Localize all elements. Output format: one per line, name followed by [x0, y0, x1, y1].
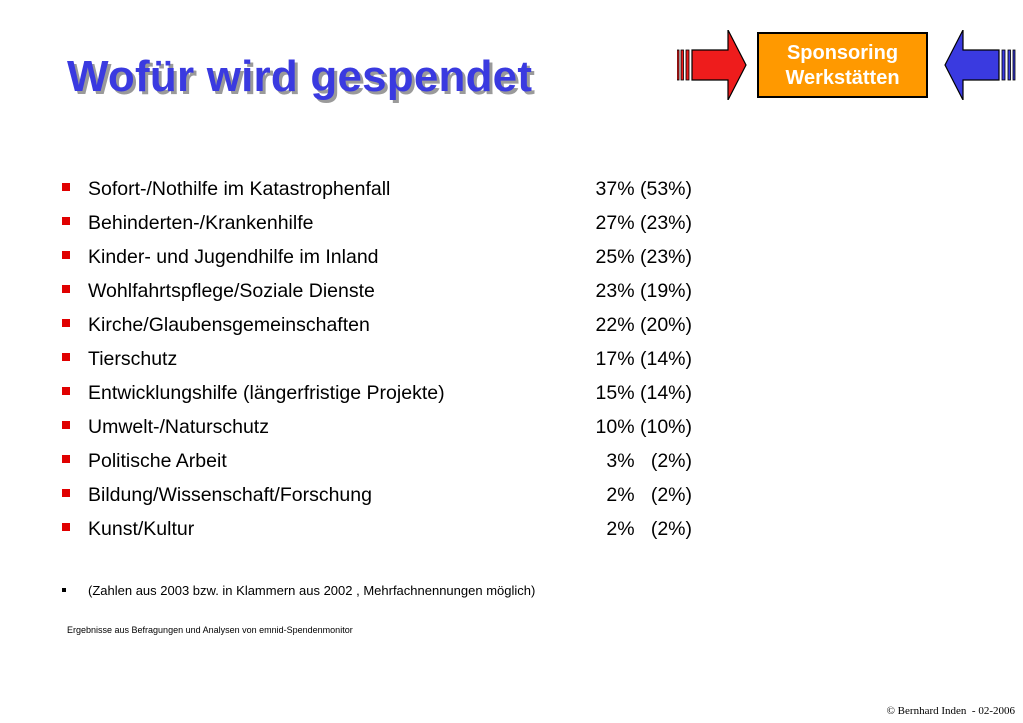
item-label: Entwicklungshilfe (längerfristige Projek… [88, 382, 445, 404]
red-square-bullet-icon [62, 523, 70, 531]
small-square-bullet-icon [62, 588, 66, 592]
list-item: Entwicklungshilfe (längerfristige Projek… [60, 380, 720, 414]
list-item: Wohlfahrtspflege/Soziale Dienste 23% (19… [60, 278, 720, 312]
item-value: 15% (14%) [595, 382, 692, 404]
blue-arrow-left-icon [944, 29, 1016, 101]
red-square-bullet-icon [62, 285, 70, 293]
item-value: 22% (20%) [595, 314, 692, 336]
list-item: Kunst/Kultur 2% (2%) [60, 516, 720, 550]
item-value: 3% (2%) [606, 450, 692, 472]
list-item: Tierschutz 17% (14%) [60, 346, 720, 380]
item-label: Behinderten-/Krankenhilfe [88, 212, 314, 234]
item-value: 17% (14%) [595, 348, 692, 370]
list-item: Sofort-/Nothilfe im Katastrophenfall 37%… [60, 176, 720, 210]
item-value: 23% (19%) [595, 280, 692, 302]
sponsoring-werkstaetten-link[interactable]: Sponsoring Werkstätten [757, 32, 928, 98]
list-item: Bildung/Wissenschaft/Forschung 2% (2%) [60, 482, 720, 516]
list-item: Umwelt-/Naturschutz 10% (10%) [60, 414, 720, 448]
item-value: 2% (2%) [606, 484, 692, 506]
nav-back-button[interactable] [676, 29, 747, 101]
list-item: Politische Arbeit 3% (2%) [60, 448, 720, 482]
item-label: Bildung/Wissenschaft/Forschung [88, 484, 372, 506]
list-item: Behinderten-/Krankenhilfe 27% (23%) [60, 210, 720, 244]
source-note: Ergebnisse aus Befragungen und Analysen … [67, 625, 353, 635]
sponsor-line-1: Sponsoring [786, 42, 899, 64]
item-label: Umwelt-/Naturschutz [88, 416, 269, 438]
item-label: Tierschutz [88, 348, 178, 370]
red-square-bullet-icon [62, 353, 70, 361]
list-item: Kirche/Glaubensgemeinschaften 22% (20%) [60, 312, 720, 346]
item-value: 10% (10%) [595, 416, 692, 438]
footnote-text: (Zahlen aus 2003 bzw. in Klammern aus 20… [88, 583, 536, 598]
red-square-bullet-icon [62, 421, 70, 429]
red-square-bullet-icon [62, 489, 70, 497]
item-label: Wohlfahrtspflege/Soziale Dienste [88, 280, 375, 302]
copyright: © Bernhard Inden - 02-2006 [886, 705, 1015, 717]
nav-forward-button[interactable] [944, 29, 1018, 101]
red-square-bullet-icon [62, 455, 70, 463]
item-label: Politische Arbeit [88, 450, 227, 472]
page-title: Wofür wird gespendet [67, 52, 533, 101]
red-square-bullet-icon [62, 251, 70, 259]
item-label: Kunst/Kultur [88, 518, 195, 540]
red-square-bullet-icon [62, 217, 70, 225]
item-value: 37% (53%) [595, 178, 692, 200]
sponsor-line-2: Werkstätten [785, 67, 900, 89]
red-square-bullet-icon [62, 319, 70, 327]
red-square-bullet-icon [62, 387, 70, 395]
item-value: 25% (23%) [595, 246, 692, 268]
item-value: 27% (23%) [595, 212, 692, 234]
red-arrow-right-icon [676, 29, 747, 101]
list-item: Kinder- und Jugendhilfe im Inland 25% (2… [60, 244, 720, 278]
item-value: 2% (2%) [606, 518, 692, 540]
red-square-bullet-icon [62, 183, 70, 191]
donation-purpose-list: Sofort-/Nothilfe im Katastrophenfall 37%… [60, 176, 720, 550]
item-label: Sofort-/Nothilfe im Katastrophenfall [88, 178, 391, 200]
item-label: Kirche/Glaubensgemeinschaften [88, 314, 370, 336]
item-label: Kinder- und Jugendhilfe im Inland [88, 246, 379, 268]
